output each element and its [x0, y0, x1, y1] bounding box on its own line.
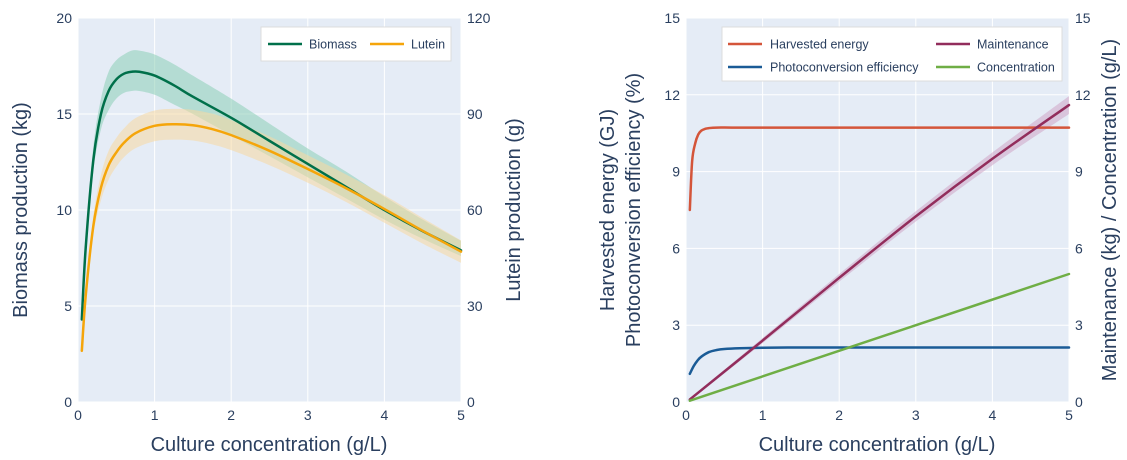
y2-tick-label: 0 [1075, 394, 1083, 410]
y-tick-label: 6 [672, 240, 680, 256]
legend: Biomass Lutein [260, 26, 452, 62]
y2-tick-label: 12 [1075, 87, 1091, 103]
y-tick-label: 5 [64, 298, 72, 314]
y-tick-label: 0 [64, 394, 72, 410]
legend-label-concentration: Concentration [977, 61, 1055, 75]
y-tick-label: 12 [664, 87, 680, 103]
band-lutein [81, 108, 461, 354]
y-tick-label: 20 [56, 10, 72, 26]
y-axis-title-line2: Photoconversion efficiency (%) [623, 73, 645, 347]
legend: Harvested energy Maintenance Photoconver… [721, 26, 1063, 82]
x-axis-title: Culture concentration (g/L) [151, 434, 388, 456]
x-tick-label: 2 [227, 407, 235, 423]
y-tick-label: 10 [56, 202, 72, 218]
x-tick-label: 1 [759, 407, 767, 423]
legend-label-maintenance: Maintenance [977, 38, 1049, 52]
y-axis-title: Biomass production (kg) [10, 102, 32, 318]
y2-tick-label: 120 [467, 10, 491, 26]
y2-tick-label: 3 [1075, 317, 1083, 333]
y2-tick-label: 90 [467, 106, 483, 122]
x-tick-label: 1 [151, 407, 159, 423]
y2-tick-labels: 0 3 6 9 12 15 [1075, 10, 1091, 410]
legend-label-photoconversion-efficiency: Photoconversion efficiency [770, 61, 919, 75]
y2-tick-label: 6 [1075, 240, 1083, 256]
y-tick-label: 15 [664, 10, 680, 26]
x-tick-label: 4 [989, 407, 997, 423]
x-tick-label: 0 [74, 407, 82, 423]
x-tick-label: 3 [304, 407, 312, 423]
legend-box [721, 26, 1063, 82]
x-tick-label: 5 [1065, 407, 1073, 423]
y-axis-title-line1: Harvested energy (GJ) [597, 109, 619, 311]
y-tick-labels: 0 3 6 9 12 15 [664, 10, 680, 410]
y2-tick-labels: 0 30 60 90 120 [467, 10, 491, 410]
x-axis-title: Culture concentration (g/L) [759, 434, 996, 456]
y-tick-label: 9 [672, 164, 680, 180]
series-line-harvested-energy [688, 126, 1071, 212]
y2-tick-label: 15 [1075, 10, 1091, 26]
x-tick-label: 2 [835, 407, 843, 423]
x-tick-label: 5 [457, 407, 465, 423]
y2-axis-title: Lutein production (g) [503, 118, 525, 301]
y-tick-label: 3 [672, 317, 680, 333]
y2-axis-title: Maintenance (kg) / Concentration (g/L) [1099, 39, 1121, 381]
legend-label-lutein: Lutein [411, 38, 445, 52]
x-tick-labels: 0 1 2 3 4 5 [74, 407, 465, 423]
legend-label-harvested-energy: Harvested energy [770, 38, 869, 52]
series-lines [80, 70, 463, 353]
series-line-maintenance [688, 103, 1071, 401]
y-tick-label: 0 [672, 394, 680, 410]
y2-tick-label: 30 [467, 298, 483, 314]
x-tick-labels: 0 1 2 3 4 5 [682, 407, 1073, 423]
series-line-concentration [688, 272, 1071, 402]
series-line-lutein [80, 122, 463, 353]
gridlines [77, 17, 462, 403]
y2-tick-label: 60 [467, 202, 483, 218]
gridlines [685, 17, 1070, 403]
y2-tick-label: 9 [1075, 164, 1083, 180]
x-tick-label: 4 [381, 407, 389, 423]
series-lines [688, 103, 1071, 402]
y-tick-labels: 0 5 10 15 20 [56, 10, 72, 410]
series-line-photoconversion-efficiency [688, 346, 1071, 376]
x-tick-label: 3 [912, 407, 920, 423]
y2-tick-label: 0 [467, 394, 475, 410]
x-tick-label: 0 [682, 407, 690, 423]
y-tick-label: 15 [56, 106, 72, 122]
legend-label-biomass: Biomass [309, 38, 357, 52]
